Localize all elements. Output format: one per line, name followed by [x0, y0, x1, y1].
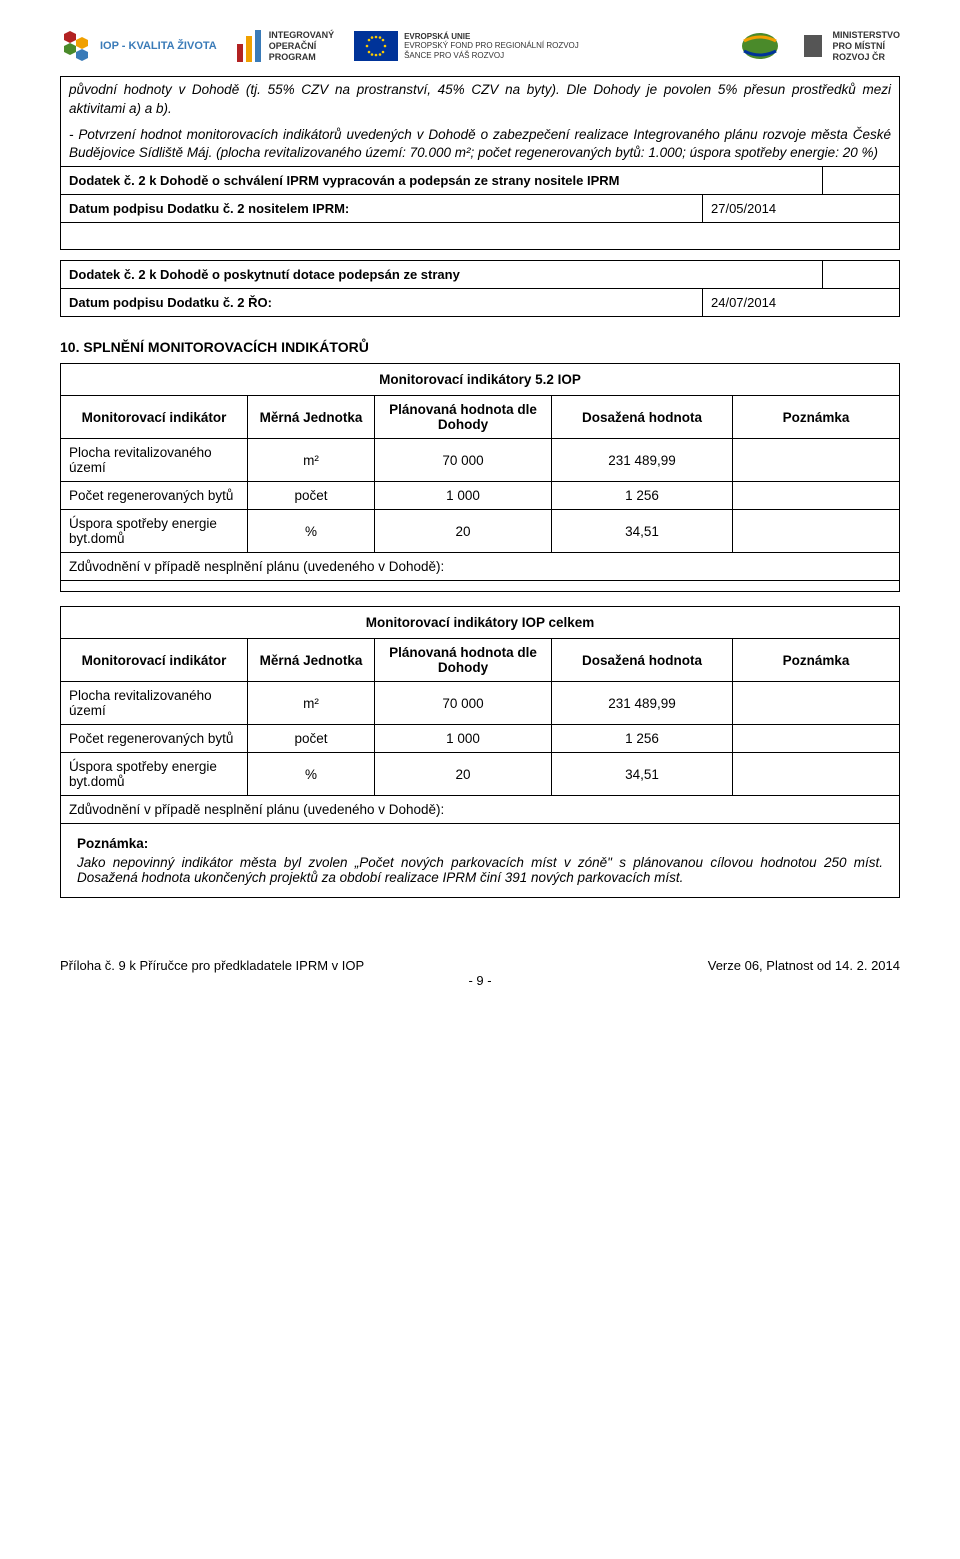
dodatek-dotace-label: Dodatek č. 2 k Dohodě o poskytnutí dotac…	[61, 261, 822, 288]
lion-icon	[800, 31, 826, 61]
datum-podpisu-nositel-value: 27/05/2014	[702, 195, 899, 222]
datum-podpisu-ro-value: 24/07/2014	[702, 289, 899, 316]
table1-title: Monitorovací indikátory 5.2 IOP	[61, 364, 900, 396]
eu-flag-icon	[354, 31, 398, 61]
indikatory-52-table: Monitorovací indikátory 5.2 IOP Monitoro…	[60, 363, 900, 592]
table-row: Plocha revitalizovaného území m² 70 000 …	[61, 682, 900, 725]
hex-cluster-icon	[60, 31, 94, 61]
logo-eu-text: EVROPSKÁ UNIE EVROPSKÝ FOND PRO REGIONÁL…	[404, 32, 579, 61]
table1-blank	[61, 581, 900, 592]
box1-para1: původní hodnoty v Dohodě (tj. 55% CZV na…	[61, 77, 899, 121]
bars-icon	[237, 30, 263, 62]
table1-h-val: Dosažená hodnota	[552, 396, 733, 439]
table2-poznamka: Poznámka: Jako nepovinný indikátor města…	[61, 824, 900, 898]
table1-h-indicator: Monitorovací indikátor	[61, 396, 248, 439]
table2-h-plan: Plánovaná hodnota dle Dohody	[375, 639, 552, 682]
table-row: Počet regenerovaných bytů počet 1 000 1 …	[61, 482, 900, 510]
dodatek-schvaleni-empty	[822, 167, 899, 194]
datum-podpisu-nositel-label: Datum podpisu Dodatku č. 2 nositelem IPR…	[61, 195, 702, 222]
table-row: Úspora spotřeby energie byt.domů % 20 34…	[61, 510, 900, 553]
section-10-title: 10. SPLNĚNÍ MONITOROVACÍCH INDIKÁTORŮ	[60, 339, 900, 355]
box1-para2: - Potvrzení hodnot monitorovacích indiká…	[61, 122, 899, 166]
table1-zduv: Zdůvodnění v případě nesplnění plánu (uv…	[61, 553, 900, 581]
poznamka-label: Poznámka:	[77, 836, 883, 851]
logo-iop: IOP - KVALITA ŽIVOTA	[60, 31, 217, 61]
table-row: Plocha revitalizovaného území m² 70 000 …	[61, 439, 900, 482]
table-row: Úspora spotřeby energie byt.domů % 20 34…	[61, 753, 900, 796]
page-footer: Příloha č. 9 k Příručce pro předkladatel…	[60, 958, 900, 973]
table2-title: Monitorovací indikátory IOP celkem	[61, 607, 900, 639]
footer-left: Příloha č. 9 k Příručce pro předkladatel…	[60, 958, 364, 973]
table-row: Počet regenerovaných bytů počet 1 000 1 …	[61, 725, 900, 753]
dodatek-2-dotace-box: Dodatek č. 2 k Dohodě o poskytnutí dotac…	[60, 260, 900, 317]
table1-h-plan: Plánovaná hodnota dle Dohody	[375, 396, 552, 439]
indikatory-celkem-table: Monitorovací indikátory IOP celkem Monit…	[60, 606, 900, 898]
logo-iop-label: IOP - KVALITA ŽIVOTA	[100, 40, 217, 53]
dodatek-dotace-empty	[822, 261, 899, 288]
table1-h-note: Poznámka	[733, 396, 900, 439]
footer-right: Verze 06, Platnost od 14. 2. 2014	[708, 958, 900, 973]
box1-blank	[61, 223, 899, 249]
poznamka-text: Jako nepovinný indikátor města byl zvole…	[77, 855, 883, 885]
footer-page-number: - 9 -	[60, 973, 900, 988]
dodatek-2-schvaleni-box: původní hodnoty v Dohodě (tj. 55% CZV na…	[60, 76, 900, 250]
table2-zduv: Zdůvodnění v případě nesplnění plánu (uv…	[61, 796, 900, 824]
logo-eu: EVROPSKÁ UNIE EVROPSKÝ FOND PRO REGIONÁL…	[354, 31, 579, 61]
logo-mmr: MINISTERSTVO PRO MÍSTNÍ ROZVOJ ČR	[800, 30, 900, 62]
logo-integrated-op: INTEGROVANÝ OPERAČNÍ PROGRAM	[237, 30, 334, 62]
logo-intop-text: INTEGROVANÝ OPERAČNÍ PROGRAM	[269, 30, 334, 62]
table1-h-unit: Měrná Jednotka	[248, 396, 375, 439]
table2-h-note: Poznámka	[733, 639, 900, 682]
logo-bar: IOP - KVALITA ŽIVOTA INTEGROVANÝ OPERAČN…	[60, 30, 900, 62]
sphere-icon	[740, 31, 780, 61]
table2-h-val: Dosažená hodnota	[552, 639, 733, 682]
logo-mmr-text: MINISTERSTVO PRO MÍSTNÍ ROZVOJ ČR	[832, 30, 900, 62]
datum-podpisu-ro-label: Datum podpisu Dodatku č. 2 ŘO:	[61, 289, 702, 316]
table2-h-indicator: Monitorovací indikátor	[61, 639, 248, 682]
logo-green-sphere	[740, 31, 780, 61]
table2-h-unit: Měrná Jednotka	[248, 639, 375, 682]
dodatek-schvaleni-label: Dodatek č. 2 k Dohodě o schválení IPRM v…	[61, 167, 822, 194]
